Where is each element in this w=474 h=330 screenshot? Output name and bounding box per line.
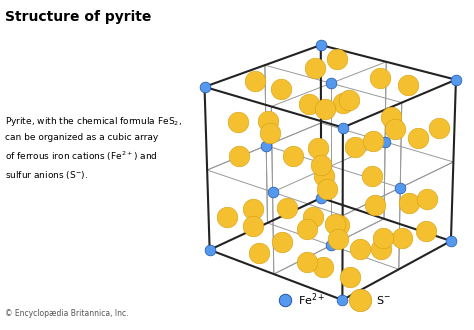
Point xyxy=(356,297,364,303)
Point xyxy=(281,297,289,303)
Text: Fe$^{2+}$: Fe$^{2+}$ xyxy=(298,292,326,308)
Text: S$^{-}$: S$^{-}$ xyxy=(376,294,391,306)
Text: Structure of pyrite: Structure of pyrite xyxy=(5,10,151,24)
Text: © Encyclopædia Britannica, Inc.: © Encyclopædia Britannica, Inc. xyxy=(5,309,128,318)
Text: Pyrite, with the chemical formula FeS$_2$,
can be organized as a cubic array
of : Pyrite, with the chemical formula FeS$_2… xyxy=(5,115,182,182)
